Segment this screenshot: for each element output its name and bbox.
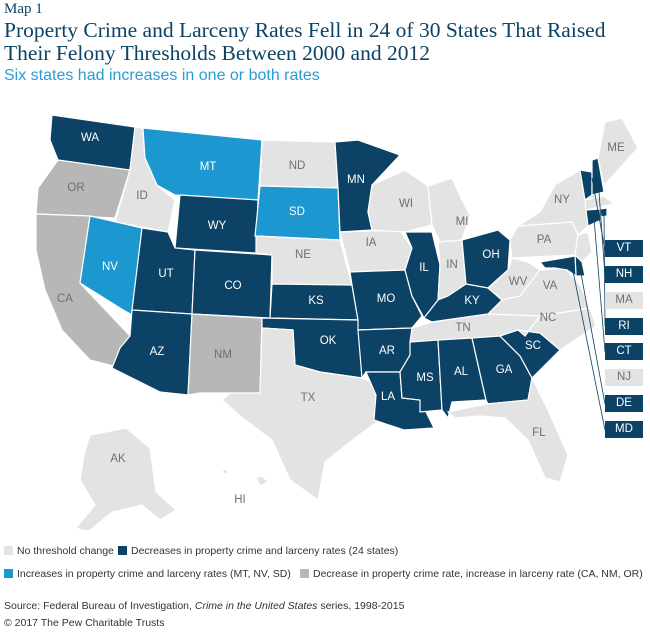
- label-ut: UT: [158, 268, 173, 280]
- label-va: VA: [543, 280, 558, 292]
- label-hi: HI: [234, 494, 246, 506]
- legend-no-change: No threshold change: [4, 545, 114, 557]
- state-hi-2[interactable]: [221, 468, 229, 475]
- label-ky: KY: [464, 295, 480, 307]
- tag-ct[interactable]: CT: [605, 343, 643, 360]
- label-az: AZ: [150, 346, 165, 358]
- state-wv[interactable]: [487, 257, 541, 301]
- state-me[interactable]: [597, 117, 639, 187]
- source-note: Source: Federal Bureau of Investigation,…: [4, 600, 404, 612]
- state-md[interactable]: [538, 255, 577, 278]
- tag-nh[interactable]: NH: [605, 266, 643, 283]
- label-mt: MT: [200, 161, 217, 173]
- label-or: OR: [67, 182, 84, 194]
- label-ok: OK: [320, 335, 337, 347]
- legend-label-mixed: Decrease in property crime rate, increas…: [313, 568, 643, 580]
- label-nd: ND: [289, 160, 306, 172]
- label-wa: WA: [81, 132, 99, 144]
- label-me: ME: [607, 142, 625, 154]
- legend-decrease: Decreases in property crime and larceny …: [118, 545, 398, 557]
- label-tx: TX: [301, 392, 316, 404]
- tag-de[interactable]: DE: [605, 395, 643, 412]
- state-wi[interactable]: [367, 169, 433, 233]
- source-prefix: Source: Federal Bureau of Investigation,: [4, 600, 195, 612]
- legend-swatch-no-change: [4, 546, 13, 555]
- label-ny: NY: [554, 194, 570, 206]
- state-hi[interactable]: [255, 475, 270, 487]
- tag-vt[interactable]: VT: [605, 240, 643, 257]
- legend-swatch-decrease: [118, 546, 127, 555]
- legend-swatch-increase: [4, 569, 13, 578]
- label-nv: NV: [102, 261, 118, 273]
- label-il: IL: [419, 262, 429, 274]
- state-nj[interactable]: [574, 231, 593, 263]
- label-ia: IA: [366, 237, 377, 249]
- label-sc: SC: [525, 340, 541, 352]
- label-mo: MO: [377, 293, 396, 305]
- label-mi: MI: [456, 216, 469, 228]
- label-al: AL: [454, 366, 469, 378]
- tag-ri[interactable]: RI: [605, 318, 643, 335]
- legend-increase: Increases in property crime and larceny …: [4, 568, 291, 580]
- copyright: © 2017 The Pew Charitable Trusts: [4, 617, 165, 629]
- label-fl: FL: [532, 427, 546, 439]
- label-nm: NM: [214, 349, 232, 361]
- label-in: IN: [446, 259, 458, 271]
- label-ga: GA: [496, 364, 513, 376]
- label-id: ID: [136, 190, 148, 202]
- label-ne: NE: [295, 249, 311, 261]
- tag-ma[interactable]: MA: [605, 292, 643, 309]
- legend-label-no-change: No threshold change: [17, 545, 114, 557]
- page-title: Property Crime and Larceny Rates Fell in…: [4, 18, 606, 65]
- label-sd: SD: [289, 206, 305, 218]
- state-fl[interactable]: [446, 376, 569, 483]
- state-nh[interactable]: [591, 157, 605, 196]
- label-la: LA: [381, 391, 395, 403]
- label-ca: CA: [57, 293, 73, 305]
- label-tn: TN: [455, 322, 470, 334]
- tag-md[interactable]: MD: [605, 421, 643, 438]
- label-wv: WV: [509, 276, 528, 288]
- tag-nj[interactable]: NJ: [605, 369, 643, 386]
- state-mi[interactable]: [427, 177, 471, 243]
- label-ms: MS: [416, 372, 434, 384]
- label-ks: KS: [308, 295, 324, 307]
- label-pa: PA: [537, 234, 552, 246]
- state-tx[interactable]: [221, 327, 381, 502]
- page-subtitle: Six states had increases in one or both …: [4, 67, 320, 84]
- us-map: WA OR CA ID NV MT WY UT CO AZ NM ND SD N…: [35, 114, 639, 530]
- label-co: CO: [224, 280, 241, 292]
- state-ak[interactable]: [74, 427, 177, 530]
- legend-label-increase: Increases in property crime and larceny …: [17, 568, 291, 580]
- source-suffix: series, 1998-2015: [317, 600, 405, 612]
- state-nv[interactable]: [79, 215, 143, 316]
- source-title: Crime in the United States: [194, 600, 318, 612]
- legend-swatch-mixed: [300, 569, 309, 578]
- label-ar: AR: [379, 345, 395, 357]
- leader-lines: [571, 177, 606, 431]
- legend-mixed: Decrease in property crime rate, increas…: [300, 568, 643, 580]
- label-mn: MN: [347, 174, 365, 186]
- label-nc: NC: [540, 312, 557, 324]
- label-wi: WI: [399, 198, 413, 210]
- label-oh: OH: [482, 249, 499, 261]
- map-kicker: Map 1: [4, 1, 43, 17]
- legend-label-decrease: Decreases in property crime and larceny …: [131, 545, 399, 557]
- label-ak: AK: [110, 453, 126, 465]
- label-wy: WY: [208, 220, 227, 232]
